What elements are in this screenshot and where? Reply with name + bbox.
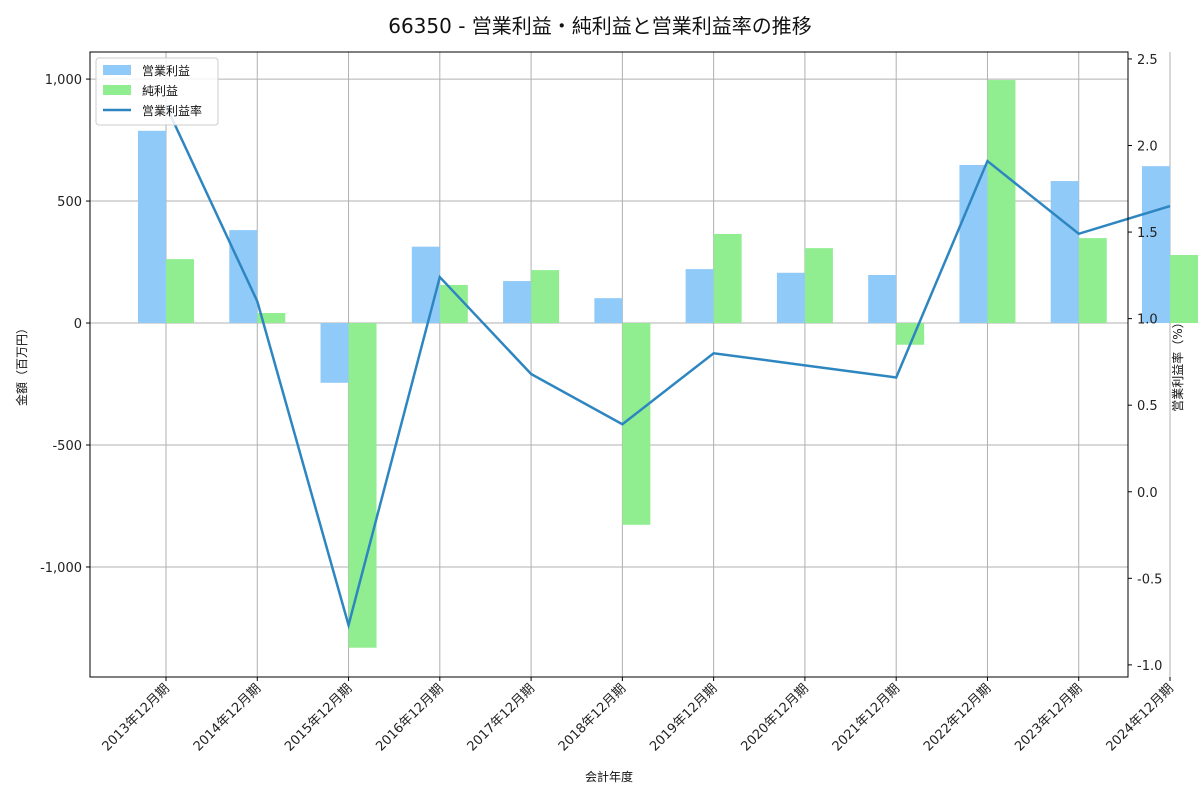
left-axis-label: 金額（百万円）	[14, 322, 29, 406]
legend-label-operating-profit: 営業利益	[142, 64, 190, 78]
bar-net-profit	[1170, 254, 1198, 324]
bar-operating-profit	[411, 246, 440, 324]
legend-swatch-net-profit	[103, 85, 131, 95]
bar-operating-profit	[594, 298, 623, 324]
bar-net-profit	[257, 313, 286, 324]
right-axis-label: 営業利益率（%）	[1170, 316, 1185, 411]
bar-series	[138, 80, 1198, 648]
bar-operating-profit	[138, 130, 166, 324]
bar-operating-profit	[1142, 166, 1170, 324]
bar-operating-profit	[229, 230, 258, 324]
left-axis-ticks: 1,000 500 0 -500 -1,000	[40, 73, 90, 576]
bar-net-profit	[804, 248, 833, 324]
x-tick-label: 2022年12月期	[921, 681, 994, 754]
bar-net-profit	[622, 323, 651, 525]
right-axis-ticks: 2.5 2.0 1.5 1.0 0.5 0.0 -0.5 -1.0	[1128, 53, 1162, 674]
chart-title: 66350 - 営業利益・純利益と営業利益率の推移	[388, 14, 812, 38]
x-axis-ticks: 2013年12月期 2014年12月期 2015年12月期 2016年12月期 2017…	[100, 677, 1177, 755]
bar-net-profit	[1078, 238, 1107, 324]
bar-operating-profit	[868, 274, 897, 324]
legend: 営業利益 純利益 営業利益率	[95, 57, 219, 126]
line-series	[164, 105, 1171, 630]
right-tick-label: 0.5	[1137, 399, 1158, 414]
bar-net-profit	[987, 80, 1016, 324]
left-tick-label: 0	[74, 317, 82, 332]
right-tick-label: 2.5	[1137, 53, 1158, 68]
bar-net-profit	[348, 323, 377, 648]
x-tick-label: 2020年12月期	[738, 681, 811, 754]
bar-operating-profit	[776, 272, 805, 324]
left-tick-label: 500	[57, 195, 82, 210]
x-tick-label: 2018年12月期	[556, 681, 629, 754]
x-tick-label: 2016年12月期	[373, 681, 446, 754]
right-tick-label: 1.5	[1137, 226, 1158, 241]
legend-swatch-operating-profit	[103, 65, 131, 75]
legend-label-operating-margin: 営業利益率	[142, 103, 202, 118]
x-tick-label: 2013年12月期	[100, 681, 173, 754]
legend-label-net-profit: 純利益	[142, 84, 178, 98]
bar-net-profit	[713, 233, 742, 324]
right-tick-label: 2.0	[1137, 139, 1158, 154]
left-tick-label: -500	[52, 439, 82, 454]
bar-net-profit	[531, 270, 560, 324]
bar-operating-profit	[959, 164, 988, 324]
right-tick-label: -1.0	[1137, 659, 1162, 674]
right-tick-label: -0.5	[1137, 572, 1162, 587]
left-tick-label: -1,000	[40, 561, 82, 576]
bar-operating-profit	[1050, 181, 1079, 324]
bar-operating-profit	[320, 323, 349, 383]
x-tick-label: 2021年12月期	[830, 681, 903, 754]
x-tick-label: 2019年12月期	[647, 681, 720, 754]
x-tick-label: 2014年12月期	[191, 681, 264, 754]
x-tick-label: 2017年12月期	[465, 681, 538, 754]
x-axis-label: 会計年度	[585, 769, 633, 784]
right-tick-label: 0.0	[1137, 486, 1158, 501]
left-tick-label: 1,000	[45, 73, 82, 88]
bar-operating-profit	[685, 269, 714, 324]
x-tick-label: 2023年12月期	[1012, 681, 1085, 754]
right-tick-label: 1.0	[1137, 313, 1158, 328]
x-tick-label: 2024年12月期	[1104, 681, 1177, 754]
x-tick-label: 2015年12月期	[282, 681, 355, 754]
bar-net-profit	[166, 259, 194, 324]
operating-margin-line	[164, 105, 1171, 630]
plot-frame	[89, 51, 1129, 678]
bar-operating-profit	[503, 281, 532, 324]
